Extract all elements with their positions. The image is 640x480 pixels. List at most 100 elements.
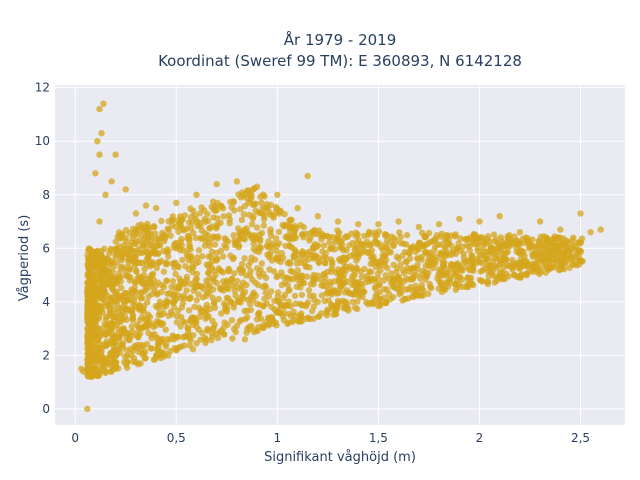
data-point [123, 347, 130, 354]
data-point [488, 270, 496, 278]
data-point [353, 265, 361, 273]
data-point [250, 240, 257, 247]
data-point [185, 307, 193, 314]
data-point [292, 312, 299, 320]
data-point [210, 233, 217, 240]
data-point [500, 264, 507, 271]
data-point [542, 269, 549, 276]
data-point [434, 275, 441, 282]
data-point [233, 283, 240, 290]
data-point [147, 242, 155, 249]
data-point [157, 350, 165, 357]
data-point [238, 216, 246, 224]
data-point [279, 221, 286, 229]
data-point [425, 290, 432, 297]
data-point [291, 292, 299, 300]
data-point [343, 263, 350, 270]
data-point [522, 257, 529, 264]
data-point [192, 275, 200, 283]
data-point [164, 336, 171, 343]
data-point [577, 239, 584, 247]
data-point [195, 247, 203, 254]
data-point [230, 232, 237, 239]
data-point [99, 256, 106, 263]
data-point [95, 315, 103, 322]
data-point [284, 223, 291, 230]
data-point [84, 343, 92, 351]
data-point [148, 345, 155, 352]
data-point [556, 234, 563, 241]
data-point [232, 292, 239, 299]
data-point [199, 253, 206, 260]
data-point [186, 334, 193, 341]
data-point [96, 370, 103, 378]
data-point [195, 258, 202, 266]
data-point [96, 332, 104, 339]
data-point [228, 275, 236, 282]
data-point [252, 327, 259, 334]
data-point [178, 295, 185, 302]
data-point [497, 234, 504, 241]
data-point [438, 230, 445, 237]
data-point [187, 225, 195, 232]
data-point [164, 290, 171, 297]
data-point [451, 269, 458, 276]
data-point [184, 232, 192, 239]
data-point [193, 297, 200, 304]
data-point [289, 318, 296, 326]
data-point [159, 229, 166, 237]
data-point [457, 266, 464, 273]
data-point [230, 304, 237, 311]
data-point [330, 311, 337, 318]
data-point [253, 224, 261, 231]
data-point [107, 352, 114, 359]
data-point [139, 305, 146, 313]
data-point [315, 254, 323, 262]
data-point [187, 280, 194, 288]
data-point [192, 234, 200, 242]
data-point [102, 191, 109, 198]
data-point [224, 321, 231, 328]
data-point [119, 330, 126, 337]
data-point [343, 254, 350, 262]
data-point [220, 331, 228, 338]
data-point [170, 299, 177, 306]
data-point [85, 320, 93, 327]
data-point [136, 289, 144, 296]
data-point [90, 295, 98, 302]
data-point [444, 269, 451, 276]
data-point [110, 342, 117, 350]
data-point [467, 274, 475, 282]
data-point [113, 247, 120, 254]
data-point [393, 285, 400, 292]
data-point [213, 180, 220, 188]
data-point [422, 262, 430, 269]
data-point [449, 250, 457, 257]
data-point [156, 302, 163, 309]
data-point [96, 151, 103, 158]
data-point [221, 300, 228, 307]
data-point [265, 293, 272, 300]
data-point [199, 309, 206, 316]
data-point [278, 269, 285, 276]
data-point [220, 213, 227, 220]
data-point [285, 298, 292, 305]
data-point [227, 198, 234, 206]
data-point [85, 257, 92, 264]
data-point [268, 288, 275, 295]
data-point [504, 242, 511, 249]
data-point [258, 260, 265, 267]
data-point [395, 218, 402, 225]
data-point [139, 279, 146, 287]
data-point [390, 242, 397, 249]
data-point [109, 268, 116, 275]
data-point [410, 264, 417, 271]
data-point [96, 218, 103, 225]
data-point [205, 269, 212, 276]
data-point [111, 312, 119, 320]
data-point [402, 286, 410, 293]
data-point [476, 218, 483, 225]
data-point [122, 234, 129, 242]
data-point [213, 255, 220, 263]
data-point [427, 283, 434, 291]
